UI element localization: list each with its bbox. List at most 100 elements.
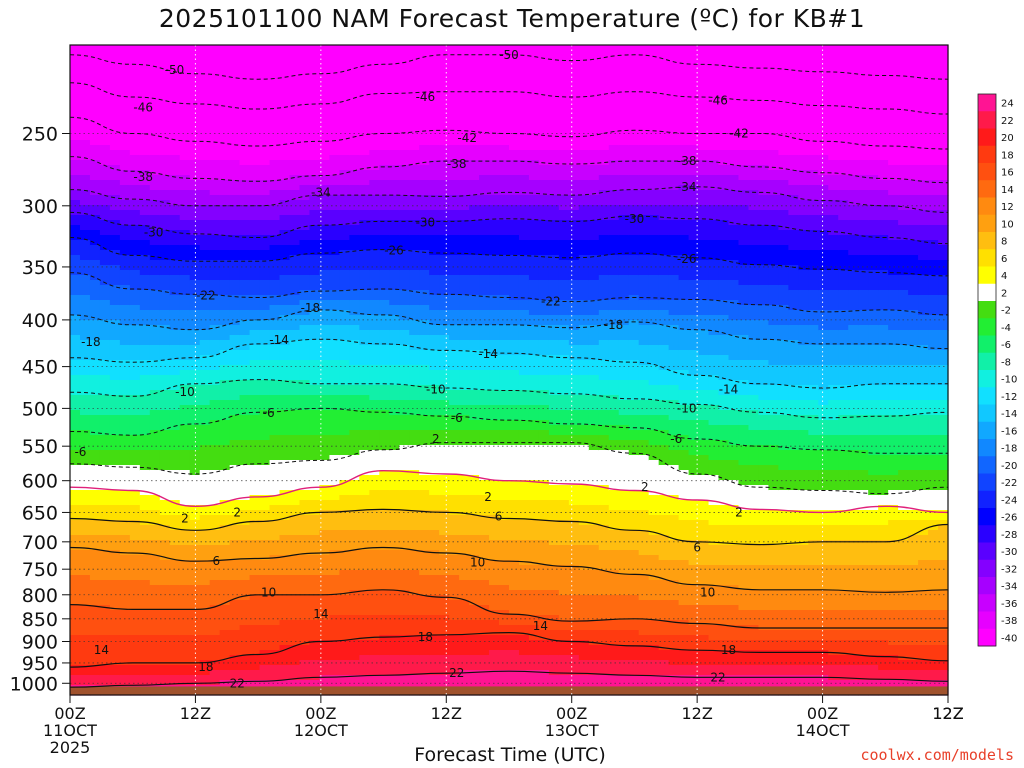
temperature-cell (718, 480, 730, 506)
temperature-cell (70, 360, 81, 376)
temperature-cell (658, 275, 670, 301)
temperature-cell (229, 180, 241, 196)
contour-dashed (69, 407, 948, 454)
temperature-cell (159, 375, 171, 391)
temperature-cell (828, 200, 839, 216)
temperature-cell (199, 260, 211, 281)
temperature-cell (79, 575, 91, 606)
colorbar-swatch (978, 473, 996, 492)
temperature-cell (558, 520, 570, 546)
temperature-cell (419, 385, 430, 401)
temperature-cell (738, 610, 750, 626)
temperature-cell (758, 285, 770, 306)
temperature-cell (239, 180, 251, 196)
temperature-cell (768, 340, 779, 366)
colorbar-swatch (978, 421, 996, 440)
temperature-cell (688, 375, 700, 391)
temperature-cell (858, 415, 869, 436)
temperature-cell (548, 435, 560, 446)
temperature-cell (748, 285, 760, 306)
temperature-cell (289, 160, 301, 176)
temperature-cell (638, 635, 650, 646)
temperature-cell (938, 400, 949, 416)
temperature-cell (179, 405, 191, 426)
temperature-cell (429, 595, 440, 616)
temperature-cell (499, 560, 510, 586)
temperature-cell (598, 395, 610, 411)
temperature-cell (329, 615, 340, 641)
temperature-cell (938, 590, 949, 611)
temperature-cell (798, 665, 809, 676)
temperature-cell (518, 655, 530, 671)
temperature-cell (768, 385, 779, 401)
temperature-cell (678, 330, 690, 351)
temperature-cell (369, 290, 380, 301)
temperature-cell (688, 625, 700, 636)
temperature-cell (189, 665, 201, 676)
temperature-cell (179, 45, 191, 161)
temperature-cell (389, 235, 400, 251)
temperature-cell (149, 510, 161, 526)
temperature-cell (109, 250, 121, 266)
temperature-cell (469, 605, 480, 621)
temperature-cell (518, 325, 530, 341)
temperature-cell (269, 595, 281, 626)
temperature-cell (678, 450, 690, 471)
temperature-cell (838, 415, 849, 436)
temperature-cell (149, 495, 161, 511)
temperature-cell (928, 455, 939, 471)
temperature-cell (538, 355, 550, 376)
colorbar-label: 24 (1001, 99, 1014, 110)
temperature-cell (918, 210, 929, 226)
temperature-cell (828, 45, 839, 161)
temperature-cell (858, 565, 869, 591)
temperature-cell (638, 325, 650, 346)
temperature-cell (758, 610, 770, 631)
temperature-cell (678, 540, 690, 561)
temperature-cell (249, 495, 261, 511)
temperature-cell (499, 340, 510, 356)
temperature-cell (219, 280, 231, 296)
temperature-cell (449, 535, 460, 556)
temperature-cell (938, 210, 949, 226)
temperature-cell (109, 520, 121, 536)
temperature-cell (199, 330, 211, 341)
temperature-cell (518, 175, 530, 196)
temperature-cell (708, 565, 720, 586)
temperature-cell (429, 325, 440, 336)
temperature-cell (89, 180, 101, 196)
temperature-cell (399, 365, 410, 386)
temperature-cell (229, 295, 241, 311)
temperature-cell (798, 565, 809, 591)
temperature-cell (469, 445, 480, 476)
temperature-cell (818, 640, 829, 651)
temperature-cell (528, 445, 540, 481)
temperature-cell (618, 215, 630, 236)
temperature-cell (109, 165, 121, 181)
temperature-cell (429, 445, 440, 476)
temperature-cell (509, 150, 520, 161)
temperature-cell (189, 235, 201, 246)
temperature-cell (129, 610, 141, 636)
temperature-cell (279, 555, 291, 576)
temperature-cell (848, 175, 859, 191)
temperature-cell (648, 460, 660, 496)
temperature-cell (758, 650, 770, 666)
temperature-cell (798, 365, 809, 386)
temperature-cell (778, 325, 789, 341)
temperature-cell (928, 180, 939, 196)
temperature-cell (499, 670, 510, 696)
temperature-cell (938, 630, 949, 646)
temperature-cell (758, 525, 770, 546)
temperature-cell (269, 625, 281, 651)
contour-label: -18 (81, 335, 101, 349)
temperature-cell (79, 505, 91, 521)
temperature-cell (778, 665, 789, 676)
temperature-cell (728, 380, 740, 396)
temperature-cell (678, 175, 690, 186)
temperature-cell (189, 190, 201, 206)
temperature-cell (389, 430, 400, 451)
temperature-cell (249, 320, 261, 331)
temperature-cell (329, 255, 340, 271)
temperature-cell (289, 215, 301, 231)
